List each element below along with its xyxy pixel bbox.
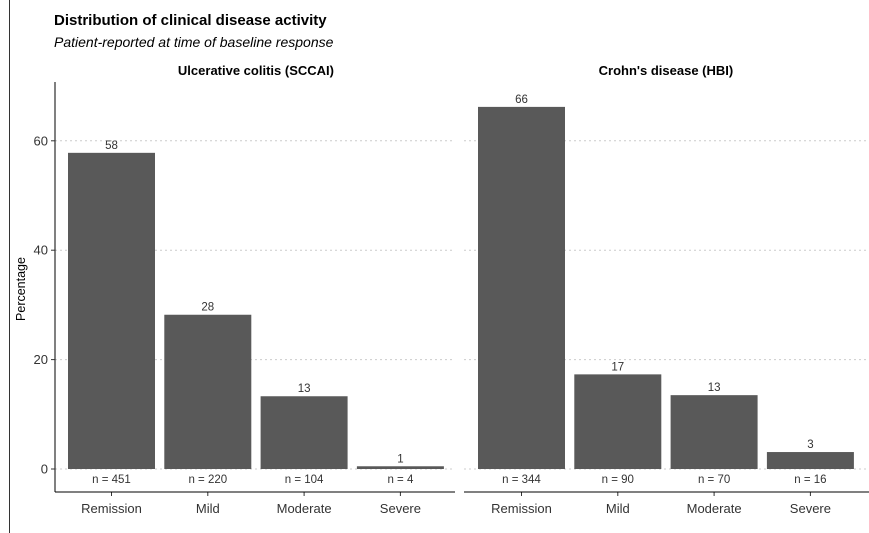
x-tick-label-mild: Mild — [196, 501, 220, 516]
n-label: n = 104 — [285, 474, 324, 486]
y-tick-label-0: 0 — [41, 462, 48, 477]
bar-mild — [164, 314, 252, 469]
labels: Ulcerative colitis (SCCAI) 58 n = 451 Remis… — [34, 63, 831, 516]
bar-remission — [68, 152, 155, 470]
n-label: n = 220 — [188, 474, 227, 486]
bar-value-label: 13 — [298, 383, 311, 395]
bar-value-label: 1 — [397, 453, 403, 465]
bar-remission — [478, 106, 565, 470]
x-tick-label-moderate: Moderate — [277, 501, 332, 516]
n-label: n = 4 — [387, 474, 414, 486]
chart-title: Distribution of clinical disease activit… — [54, 12, 327, 29]
y-tick-label-20: 20 — [34, 352, 48, 367]
facet-title-1: Ulcerative colitis (SCCAI) — [178, 63, 334, 78]
bar-value-label: 58 — [105, 140, 118, 152]
n-label: n = 16 — [794, 474, 826, 486]
x-tick-label-remission: Remission — [81, 501, 142, 516]
x-tick-label-mild: Mild — [606, 501, 630, 516]
chart-subtitle: Patient-reported at time of baseline res… — [54, 34, 334, 50]
bar-value-label: 3 — [807, 439, 813, 451]
y-axis-label: Percentage — [14, 257, 28, 321]
n-label: n = 451 — [92, 474, 131, 486]
x-tick-label-moderate: Moderate — [687, 501, 742, 516]
bar-value-label: 28 — [201, 302, 214, 314]
x-tick-label-severe: Severe — [790, 501, 831, 516]
n-label: n = 344 — [502, 474, 541, 486]
bar-severe — [766, 452, 854, 469]
y-tick-label-40: 40 — [34, 243, 48, 258]
x-tick-label-remission: Remission — [491, 501, 552, 516]
bar-severe — [356, 466, 444, 469]
x-tick-label-severe: Severe — [380, 501, 421, 516]
axes — [51, 82, 869, 496]
facet-title-2: Crohn's disease (HBI) — [599, 63, 734, 78]
bar-value-label: 13 — [708, 382, 721, 394]
left-border-line — [9, 0, 10, 533]
n-label: n = 70 — [698, 474, 730, 486]
bar-moderate — [260, 396, 348, 469]
n-label: n = 90 — [602, 474, 634, 486]
bars — [68, 106, 854, 470]
bar-value-label: 17 — [611, 361, 624, 373]
bar-moderate — [670, 395, 758, 469]
y-tick-label-60: 60 — [34, 133, 48, 148]
bar-value-label: 66 — [515, 94, 528, 106]
bar-mild — [574, 374, 662, 469]
